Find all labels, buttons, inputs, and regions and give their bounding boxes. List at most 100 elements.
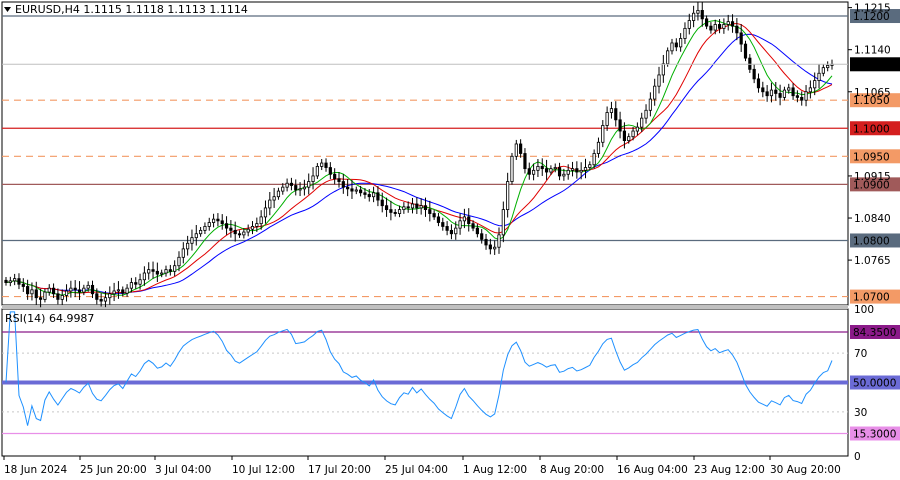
candle-body bbox=[138, 279, 142, 285]
rsi-level-tag-text-15.3000: 15.3000 bbox=[853, 429, 896, 441]
candle-body bbox=[26, 286, 30, 295]
candle-body bbox=[506, 181, 510, 211]
candle-body bbox=[475, 227, 479, 235]
candle-body bbox=[199, 229, 203, 235]
candle-body bbox=[337, 178, 341, 182]
candle-body bbox=[237, 233, 242, 236]
candle-body bbox=[670, 42, 674, 52]
candle-body bbox=[454, 227, 458, 235]
candle-body bbox=[56, 293, 60, 300]
candle-body bbox=[216, 218, 220, 222]
candle-body bbox=[730, 21, 735, 27]
x-tick-label: 16 Aug 04:00 bbox=[617, 464, 688, 476]
candle-body bbox=[605, 112, 609, 126]
rsi-level-tag-50.0000 bbox=[850, 375, 900, 390]
candle-body bbox=[588, 164, 592, 168]
candle-body bbox=[47, 287, 51, 293]
candle-body bbox=[501, 209, 505, 236]
candle-body bbox=[186, 242, 190, 250]
candle-body bbox=[488, 244, 492, 250]
panel-divider bbox=[2, 305, 848, 309]
candle-body bbox=[397, 209, 402, 214]
price-panel bbox=[1, 1, 849, 306]
candle-body bbox=[791, 87, 795, 97]
level-tag-text-1.1200: 1.1200 bbox=[853, 11, 890, 23]
candle-body bbox=[423, 205, 428, 211]
x-tick-label: 17 Jul 20:00 bbox=[308, 464, 371, 476]
candle-body bbox=[627, 136, 631, 141]
candle-body bbox=[432, 213, 436, 218]
candle-body bbox=[510, 155, 514, 182]
candle-body bbox=[536, 166, 540, 171]
candle-body bbox=[609, 108, 614, 113]
candle-body bbox=[519, 143, 523, 154]
candle-body bbox=[86, 284, 90, 289]
candle-body bbox=[21, 283, 25, 287]
x-tick-label: 25 Jul 04:00 bbox=[385, 464, 448, 476]
candle-body bbox=[354, 189, 358, 192]
candle-body bbox=[69, 287, 73, 292]
candle-body bbox=[497, 234, 501, 248]
candle-body bbox=[523, 153, 527, 170]
candle-body bbox=[462, 216, 466, 222]
candle-body bbox=[168, 269, 172, 272]
candle-body bbox=[709, 25, 713, 31]
candle-body bbox=[644, 109, 648, 119]
x-tick-label: 8 Aug 20:00 bbox=[540, 464, 604, 476]
candle-body bbox=[402, 206, 406, 211]
candle-body bbox=[696, 10, 700, 14]
candle-body bbox=[30, 289, 34, 295]
candle-body bbox=[743, 43, 748, 59]
level-tag-1.0900 bbox=[850, 177, 900, 192]
candle-body bbox=[817, 72, 821, 81]
candle-body bbox=[622, 130, 627, 141]
candle-body bbox=[229, 227, 233, 231]
candle-body bbox=[263, 207, 268, 218]
candle-body bbox=[294, 185, 298, 191]
candle-body bbox=[618, 119, 622, 132]
price-tick-label: 1.1215 bbox=[854, 3, 891, 15]
candle-body bbox=[640, 117, 644, 128]
candle-body bbox=[717, 24, 722, 29]
candle-body bbox=[160, 272, 164, 275]
triangle-down-icon[interactable] bbox=[4, 7, 11, 12]
candle-body bbox=[674, 42, 678, 48]
candle-body bbox=[155, 270, 159, 275]
candle-body bbox=[233, 229, 237, 235]
rsi-line bbox=[5, 311, 833, 426]
candle-body bbox=[73, 287, 77, 291]
candle-body bbox=[562, 173, 566, 177]
candle-body bbox=[13, 278, 17, 282]
candle-body bbox=[380, 199, 384, 207]
price-tick-label: 1.1140 bbox=[854, 45, 891, 57]
price-tick-label: 1.0840 bbox=[854, 213, 891, 225]
candle-body bbox=[151, 269, 155, 272]
candle-body bbox=[800, 96, 804, 101]
candle-body bbox=[557, 167, 562, 177]
candle-body bbox=[661, 63, 665, 76]
candle-body bbox=[116, 289, 121, 292]
rsi-tick-label: 30 bbox=[854, 407, 867, 419]
candle-body bbox=[683, 27, 687, 39]
candle-body bbox=[307, 181, 311, 188]
candle-body bbox=[324, 162, 328, 168]
level-tag-1.0950 bbox=[850, 149, 900, 164]
candle-body bbox=[458, 220, 462, 229]
level-tag-1.1000 bbox=[850, 121, 900, 136]
candle-body bbox=[302, 186, 306, 190]
candle-body bbox=[804, 91, 808, 101]
candle-body bbox=[311, 175, 315, 182]
level-tag-1.0800 bbox=[850, 233, 900, 248]
level-tag-text-1.0900: 1.0900 bbox=[853, 179, 890, 191]
current-price-tag bbox=[850, 57, 900, 72]
level-tag-text-1.0700: 1.0700 bbox=[853, 292, 890, 304]
candle-body bbox=[679, 38, 683, 48]
candle-body bbox=[570, 168, 575, 171]
moving-average-13 bbox=[5, 22, 833, 294]
candle-body bbox=[389, 209, 393, 213]
candle-body bbox=[748, 57, 752, 70]
candle-body bbox=[194, 233, 198, 239]
moving-average-7 bbox=[5, 19, 833, 296]
candle-body bbox=[575, 168, 579, 173]
